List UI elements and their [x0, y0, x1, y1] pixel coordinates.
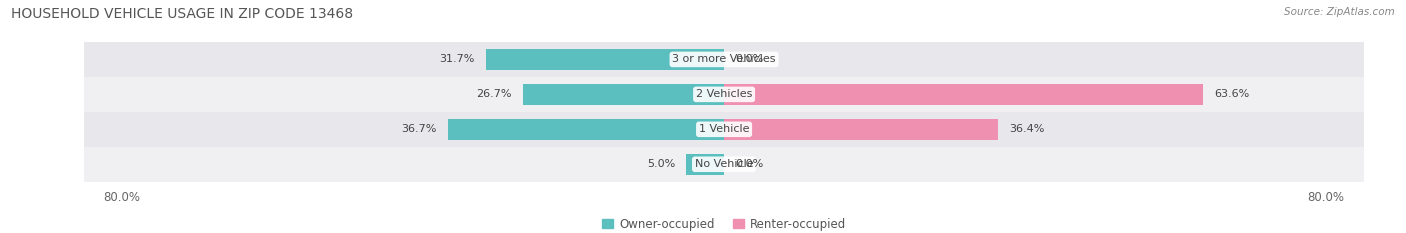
- Text: 0.0%: 0.0%: [735, 55, 763, 64]
- Bar: [724, 84, 1202, 105]
- Bar: [523, 84, 724, 105]
- Bar: [449, 119, 724, 140]
- Text: 31.7%: 31.7%: [439, 55, 474, 64]
- Text: 63.6%: 63.6%: [1213, 89, 1250, 99]
- Legend: Owner-occupied, Renter-occupied: Owner-occupied, Renter-occupied: [598, 213, 851, 233]
- Text: Source: ZipAtlas.com: Source: ZipAtlas.com: [1284, 7, 1395, 17]
- Bar: [84, 42, 1364, 77]
- Bar: [84, 77, 1364, 112]
- Bar: [485, 49, 724, 70]
- Text: 2 Vehicles: 2 Vehicles: [696, 89, 752, 99]
- Text: 36.7%: 36.7%: [401, 124, 437, 134]
- Text: 0.0%: 0.0%: [735, 159, 763, 169]
- Text: 36.4%: 36.4%: [1010, 124, 1045, 134]
- Text: 3 or more Vehicles: 3 or more Vehicles: [672, 55, 776, 64]
- Bar: [84, 112, 1364, 147]
- Text: 5.0%: 5.0%: [647, 159, 675, 169]
- Text: No Vehicle: No Vehicle: [695, 159, 754, 169]
- Text: HOUSEHOLD VEHICLE USAGE IN ZIP CODE 13468: HOUSEHOLD VEHICLE USAGE IN ZIP CODE 1346…: [11, 7, 353, 21]
- Bar: [84, 147, 1364, 182]
- Text: 1 Vehicle: 1 Vehicle: [699, 124, 749, 134]
- Bar: [686, 154, 724, 175]
- Bar: [724, 119, 998, 140]
- Text: 26.7%: 26.7%: [477, 89, 512, 99]
